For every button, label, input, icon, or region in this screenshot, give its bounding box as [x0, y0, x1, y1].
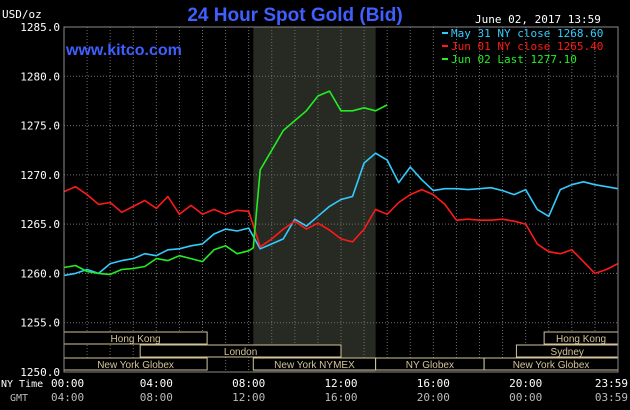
- timestamp: June 02, 2017 13:59: [475, 13, 601, 26]
- x-tick-ny-5: 20:00: [509, 377, 542, 390]
- session-label-2: London: [224, 347, 257, 358]
- x-tick-ny-4: 16:00: [417, 377, 450, 390]
- y-tick-label-4: 1270.0: [20, 169, 60, 182]
- website-label: www.kitco.com: [65, 42, 182, 59]
- session-label-6: NY Globex: [406, 360, 454, 371]
- x-tick-gmt-5: 00:00: [509, 391, 542, 404]
- nymex-highlight-band: [253, 27, 376, 372]
- y-tick-label-2: 1260.0: [20, 267, 60, 280]
- y-tick-label-7: 1285.0: [20, 21, 60, 34]
- session-label-4: New York Globex: [97, 360, 174, 371]
- units-label: USD/oz: [2, 8, 42, 21]
- legend-label-may31: May 31 NY close 1268.60: [451, 27, 603, 40]
- y-tick-label-0: 1250.0: [20, 366, 60, 379]
- x-tick-ny-1: 04:00: [140, 377, 173, 390]
- legend-label-jun02: Jun 02 Last 1277.10: [451, 53, 577, 66]
- series-line-0: [63, 152, 619, 277]
- y-tick-label-3: 1265.0: [20, 218, 60, 231]
- plot-frame: [63, 26, 619, 373]
- chart-legend: May 31 NY close 1268.60 Jun 01 NY close …: [442, 27, 603, 66]
- x-axis-row2-label: GMT: [10, 393, 28, 404]
- chart-title: 24 Hour Spot Gold (Bid): [187, 5, 402, 26]
- session-label-5: New York NYMEX: [274, 360, 355, 371]
- session-label-1: Hong Kong: [556, 334, 606, 345]
- session-label-3: Sydney: [551, 347, 584, 358]
- legend-label-jun01: Jun 01 NY close 1265.40: [451, 40, 603, 53]
- series-line-2: [63, 90, 388, 276]
- x-tick-gmt-3: 16:00: [324, 391, 357, 404]
- x-tick-ny-0: 00:00: [51, 377, 84, 390]
- x-tick-ny-3: 12:00: [324, 377, 357, 390]
- y-tick-label-1: 1255.0: [20, 317, 60, 330]
- x-axis-row1-label: NY Time: [1, 379, 43, 390]
- x-tick-gmt-1: 08:00: [140, 391, 173, 404]
- y-tick-label-5: 1275.0: [20, 120, 60, 133]
- x-tick-ny-6: 23:59: [595, 377, 628, 390]
- x-tick-gmt-2: 12:00: [232, 391, 265, 404]
- x-tick-gmt-4: 20:00: [417, 391, 450, 404]
- x-tick-ny-2: 08:00: [232, 377, 265, 390]
- x-tick-gmt-0: 04:00: [51, 391, 84, 404]
- session-box-2: [139, 344, 342, 358]
- y-tick-label-6: 1280.0: [20, 70, 60, 83]
- x-tick-gmt-6: 03:59: [595, 391, 628, 404]
- session-label-7: New York Globex: [513, 360, 590, 371]
- session-label-0: Hong Kong: [111, 334, 161, 345]
- series-line-1: [63, 185, 619, 275]
